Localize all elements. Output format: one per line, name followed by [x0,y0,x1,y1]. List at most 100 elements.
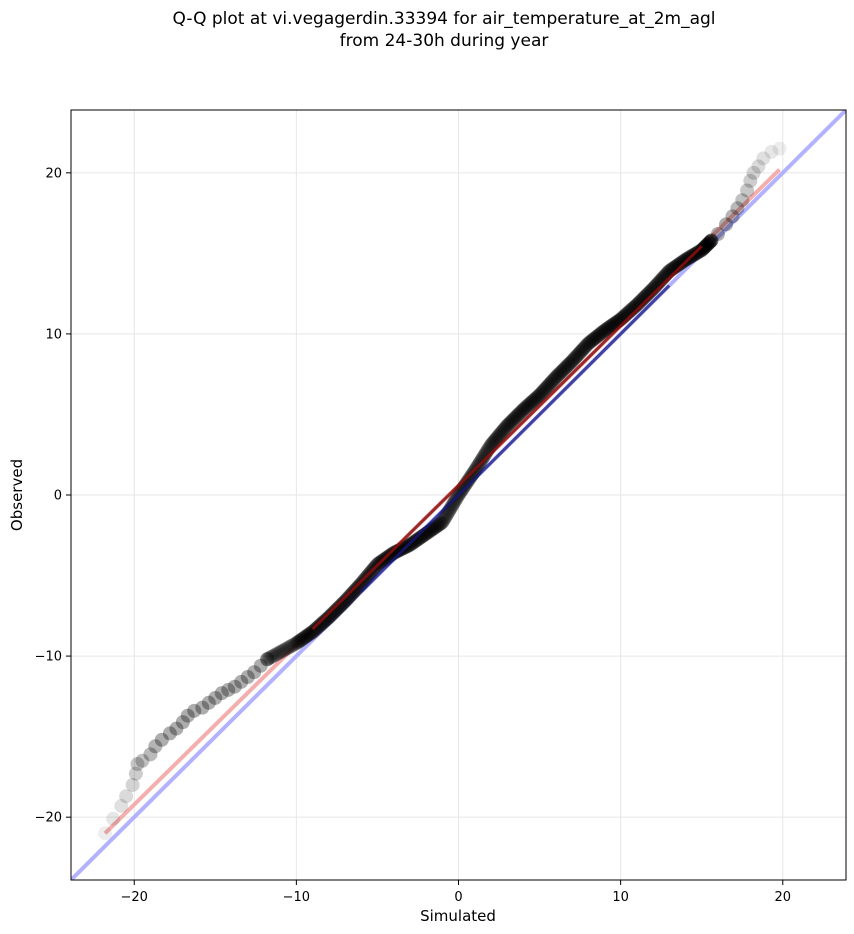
qq-point [584,333,599,348]
qq-point [602,319,617,334]
qq-point [308,622,323,637]
qq-point [700,237,715,252]
qq-point [295,631,310,646]
qq-point [430,518,445,533]
qq-point [542,377,557,392]
qq-point [175,715,190,730]
qq-point [291,634,306,649]
qq-point [521,397,536,412]
qq-point [260,652,275,667]
qq-point [505,413,520,428]
qq-point [413,530,428,545]
qq-point [347,584,362,599]
qq-point [500,418,515,433]
qq-point [446,497,461,512]
qq-point [494,425,509,440]
qq-point [570,348,585,363]
qq-point [571,347,586,362]
qq-point [527,392,542,407]
qq-point [555,364,570,379]
qq-point [292,634,307,649]
qq-point [568,350,583,365]
qq-point [315,616,330,631]
qq-point [673,256,688,271]
qq-point [699,238,714,253]
qq-point [557,361,572,376]
x-tick-label: 0 [454,890,462,905]
qq-point [344,587,359,602]
qq-point [349,581,364,596]
qq-point [592,327,607,342]
qq-point [740,183,755,198]
qq-point [565,353,580,368]
qq-point [676,254,691,269]
qq-point [576,341,591,356]
qq-point [547,371,562,386]
qq-point [260,652,275,667]
qq-point [447,494,462,509]
qq-point [735,193,750,208]
qq-point [339,592,354,607]
qq-point [546,372,561,387]
qq-point [312,618,327,633]
qq-point [434,516,449,531]
qq-point [409,533,424,548]
tail-points [98,141,787,841]
qq-point [492,427,507,442]
qq-point [703,234,718,249]
qq-point [281,640,296,655]
qq-point [696,241,711,256]
qq-point [497,421,512,436]
qq-point [330,601,345,616]
qq-point [556,362,571,377]
qq-point [699,238,714,253]
qq-point [154,732,169,747]
qq-point [764,144,779,159]
qq-point [592,327,607,342]
qq-point [290,635,305,650]
qq-point [593,326,608,341]
qq-point [523,396,538,411]
qq-point [407,534,422,549]
qq-point [490,430,505,445]
y-tick-label: 10 [45,327,62,342]
qq-point [697,239,712,254]
qq-point [693,243,708,258]
qq-point [501,417,516,432]
qq-point [526,393,541,408]
qq-point [580,337,595,352]
qq-point [506,412,521,427]
qq-point [695,242,710,257]
qq-point [435,515,450,530]
qq-point [604,318,619,333]
core-identity-overlay [360,284,671,593]
qq-point [338,594,353,609]
qq-point [208,690,223,705]
qq-point [130,757,145,772]
qq-point [437,510,452,525]
qq-point [326,605,341,620]
qq-point [273,645,288,660]
qq-point [446,495,461,510]
x-axis: −20 −10 0 10 20 [121,880,791,905]
qq-point [320,611,335,626]
qq-point [180,708,195,723]
qq-point [507,411,522,426]
qq-point [515,403,530,418]
core-fit-overlay [311,245,703,631]
qq-point [214,686,229,701]
qq-point [585,332,600,347]
qq-point [338,593,353,608]
qq-point [306,624,321,639]
qq-point [317,614,332,629]
qq-point [234,674,249,689]
qq-point [476,449,491,464]
qq-point [293,633,308,648]
qq-point [589,330,604,345]
qq-point [319,612,334,627]
qq-point [513,405,528,420]
qq-point [284,638,299,653]
qq-point [566,352,581,367]
qq-point [348,582,363,597]
qq-point [311,619,326,634]
